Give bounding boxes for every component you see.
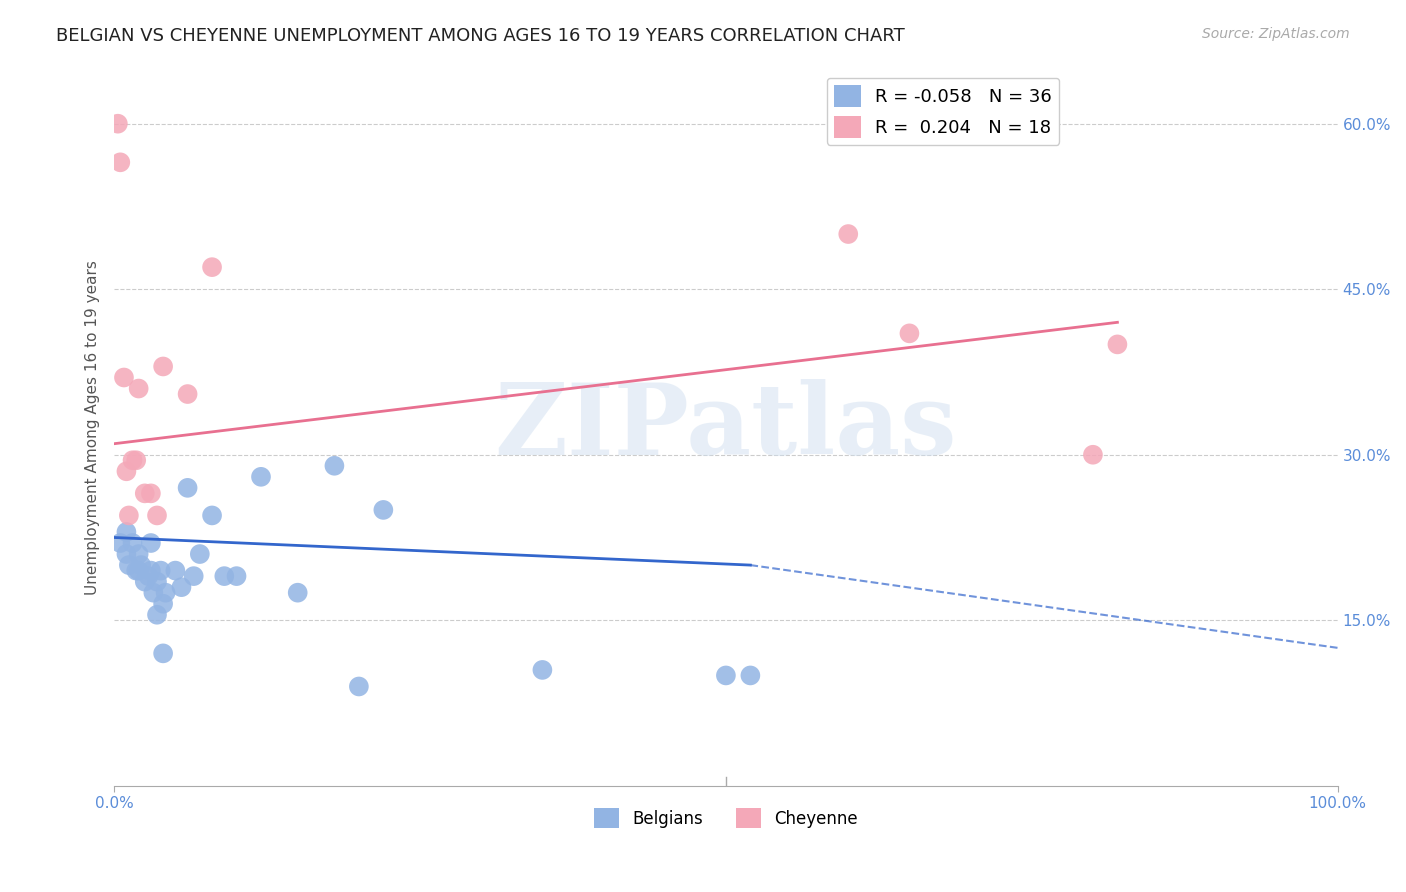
Point: [714, 668, 737, 682]
Point: [165, 564, 187, 578]
Point: [125, 453, 148, 467]
Point: [214, 569, 236, 583]
Point: [898, 326, 921, 341]
Point: [201, 508, 224, 523]
Text: ZIPatlas: ZIPatlas: [495, 378, 957, 475]
Point: [176, 387, 198, 401]
Point: [118, 508, 141, 523]
Point: [740, 668, 762, 682]
Text: BELGIAN VS CHEYENNE UNEMPLOYMENT AMONG AGES 16 TO 19 YEARS CORRELATION CHART: BELGIAN VS CHEYENNE UNEMPLOYMENT AMONG A…: [56, 27, 905, 45]
Point: [155, 585, 177, 599]
Point: [128, 547, 150, 561]
Point: [531, 663, 554, 677]
Point: [152, 646, 174, 660]
Point: [121, 453, 143, 467]
Point: [112, 370, 135, 384]
Point: [347, 680, 370, 694]
Point: [152, 597, 174, 611]
Point: [323, 458, 346, 473]
Point: [115, 547, 138, 561]
Point: [138, 569, 160, 583]
Point: [134, 486, 156, 500]
Point: [128, 564, 150, 578]
Point: [188, 547, 211, 561]
Point: [129, 558, 152, 573]
Text: Source: ZipAtlas.com: Source: ZipAtlas.com: [1202, 27, 1350, 41]
Point: [139, 486, 162, 500]
Point: [225, 569, 247, 583]
Legend: Belgians, Cheyenne: Belgians, Cheyenne: [588, 801, 865, 835]
Point: [250, 470, 273, 484]
Y-axis label: Unemployment Among Ages 16 to 19 years: Unemployment Among Ages 16 to 19 years: [86, 260, 100, 595]
Point: [139, 536, 162, 550]
Point: [146, 607, 169, 622]
Point: [837, 227, 859, 241]
Point: [118, 558, 141, 573]
Point: [1107, 337, 1129, 351]
Point: [170, 580, 193, 594]
Point: [115, 464, 138, 478]
Point: [201, 260, 224, 274]
Point: [128, 382, 150, 396]
Point: [115, 524, 138, 539]
Point: [134, 574, 156, 589]
Point: [152, 359, 174, 374]
Point: [1081, 448, 1104, 462]
Point: [149, 564, 172, 578]
Point: [110, 155, 132, 169]
Point: [110, 536, 132, 550]
Point: [121, 536, 143, 550]
Point: [142, 585, 165, 599]
Point: [287, 585, 309, 599]
Point: [176, 481, 198, 495]
Point: [373, 503, 395, 517]
Point: [107, 117, 129, 131]
Point: [139, 564, 162, 578]
Point: [183, 569, 205, 583]
Point: [125, 564, 148, 578]
Point: [146, 508, 169, 523]
Point: [146, 574, 169, 589]
